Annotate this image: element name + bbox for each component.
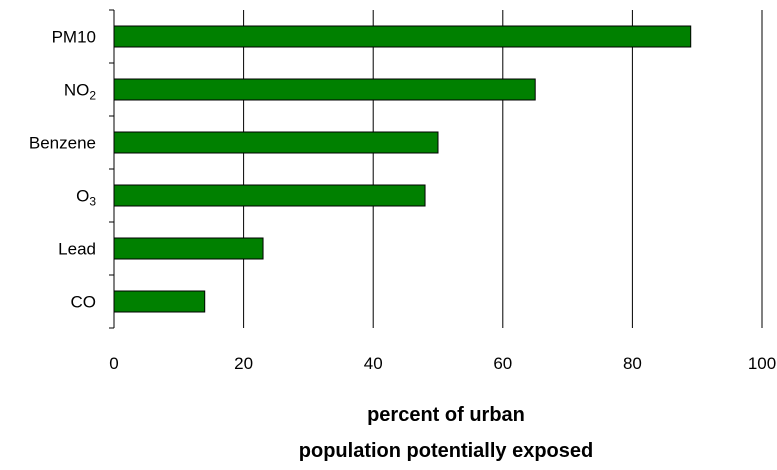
x-tick-label: 20 [234, 354, 253, 373]
bar-no2 [113, 78, 536, 101]
x-axis-title-line-2: population potentially exposed [299, 440, 593, 462]
bar-benzene [113, 131, 439, 154]
category-label: Benzene [29, 134, 96, 153]
category-label: Lead [58, 240, 96, 259]
x-tick-label: 40 [364, 354, 383, 373]
axes [109, 9, 115, 329]
bar-lead [113, 237, 264, 260]
gridlines [243, 10, 763, 328]
x-tick-label: 60 [493, 354, 512, 373]
category-label: NO2 [64, 81, 97, 103]
bar-o3 [113, 184, 426, 207]
bars [113, 25, 692, 313]
x-axis-title-line-1: percent of urban [367, 404, 525, 426]
x-tick-label: 0 [109, 354, 118, 373]
x-tick-label: 80 [623, 354, 642, 373]
category-label: PM10 [52, 28, 96, 47]
category-label: O3 [76, 187, 96, 209]
category-label: CO [71, 293, 97, 312]
bar-pm10 [113, 25, 692, 48]
bar-co [113, 290, 206, 313]
x-tick-label: 100 [748, 354, 776, 373]
labels: 0 20 40 60 80 100 PM10 NO2 Benzene O3 Lead CO [29, 28, 776, 374]
